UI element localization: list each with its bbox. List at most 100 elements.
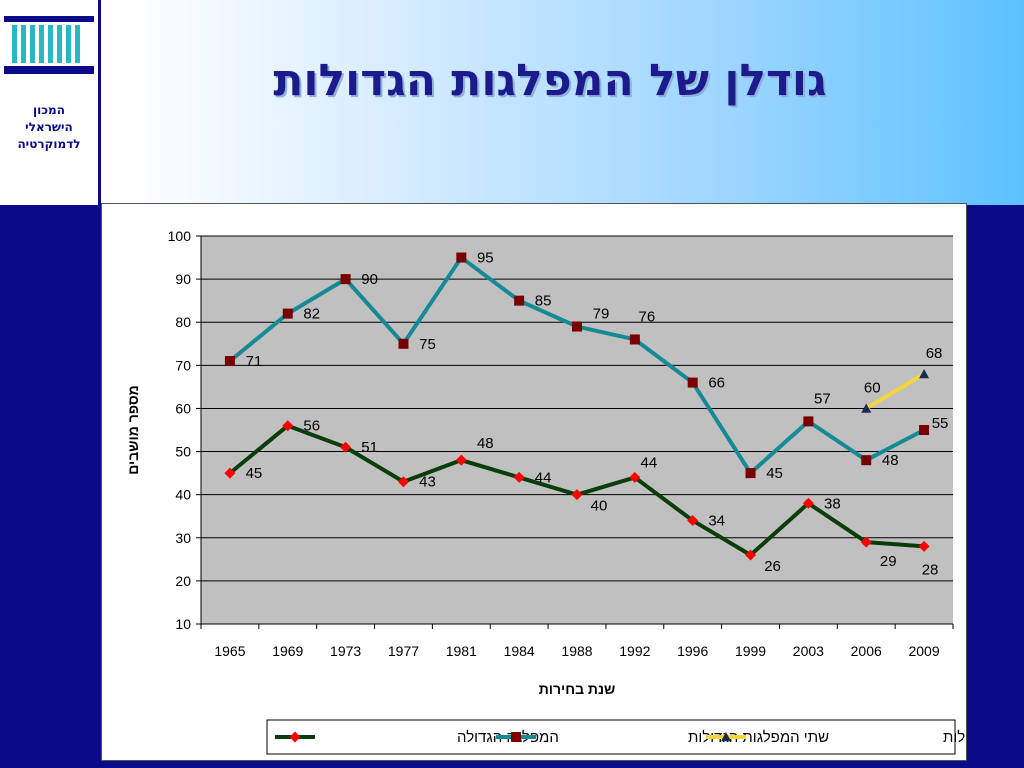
data-point [629, 334, 640, 345]
data-point [340, 274, 351, 285]
legend-label: שתי המפלגות הגדולות [688, 729, 829, 746]
data-point [456, 252, 467, 263]
line-chart: 10 20 30 40 50 60 70 80 90 100 1965 1969 1973 1977 198… [125, 228, 1024, 755]
logo-panel: המכון הישראלי לדמוקרטיה [0, 0, 101, 205]
y-tick-label: 10 [175, 616, 191, 632]
data-point [860, 536, 872, 548]
data-point [802, 497, 814, 509]
data-point [514, 295, 525, 306]
x-tick-label: 1981 [446, 643, 477, 659]
data-label: 29 [880, 553, 897, 570]
data-label: 95 [477, 250, 494, 267]
y-tick-label: 100 [168, 228, 192, 244]
data-label: 55 [932, 415, 949, 432]
data-label: 44 [535, 469, 552, 486]
logo-text: המכון הישראלי לדמוקרטיה [0, 102, 98, 153]
x-tick-label: 1984 [504, 643, 535, 659]
data-point [861, 403, 872, 413]
legend-swatch-marker [721, 732, 731, 742]
series-line-3 [865, 372, 926, 411]
x-tick-label: 2009 [908, 643, 939, 659]
data-point [224, 356, 235, 367]
data-label: 60 [864, 379, 881, 396]
data-label: 40 [591, 498, 608, 515]
data-label: 66 [708, 375, 725, 392]
chart-frame: 10 20 30 40 50 60 70 80 90 100 1965 1969 1973 1977 198… [101, 203, 1024, 761]
header-band [0, 0, 1024, 205]
data-label: 85 [535, 293, 552, 310]
legend-swatch-marker [289, 731, 301, 743]
y-tick-label: 70 [175, 357, 191, 373]
data-point [282, 308, 293, 319]
data-point [629, 471, 641, 483]
y-tick-label: 60 [175, 400, 191, 416]
data-label: 79 [593, 306, 610, 323]
y-tick-label: 90 [175, 271, 191, 287]
data-label: 48 [882, 452, 899, 469]
x-tick-label: 1992 [619, 643, 650, 659]
x-axis-label: שנת בחירות [539, 681, 616, 697]
data-point [340, 441, 352, 453]
data-label: 28 [922, 561, 939, 578]
data-label: 43 [419, 474, 436, 491]
data-point [455, 454, 467, 466]
y-axis-label: מספר מושבים [125, 385, 141, 475]
y-tick-label: 30 [175, 530, 191, 546]
x-tick-label: 1965 [214, 643, 245, 659]
data-label: 68 [926, 345, 943, 362]
data-point [571, 489, 583, 501]
data-point [513, 471, 525, 483]
x-tick-label: 1973 [330, 643, 361, 659]
data-label: 48 [477, 435, 494, 452]
data-label: 38 [824, 495, 841, 512]
plot-area [201, 236, 953, 624]
x-tick-label: 1977 [388, 643, 419, 659]
logo-line-1: המכון [33, 103, 65, 117]
data-point [745, 549, 757, 561]
data-point [918, 540, 930, 552]
data-label: 82 [303, 306, 320, 323]
x-tick-label: 2003 [793, 643, 824, 659]
y-tick-label: 80 [175, 314, 191, 330]
building-columns-icon [4, 16, 94, 74]
y-tick-label: 50 [175, 444, 191, 460]
data-label: 44 [641, 454, 658, 471]
data-point [919, 368, 930, 379]
data-label: 45 [766, 465, 783, 482]
data-label: 90 [361, 271, 378, 288]
data-point [572, 321, 582, 332]
logo-line-2: הישראלי [25, 120, 73, 134]
x-tick-label: 2006 [851, 643, 882, 659]
y-tick-label: 20 [175, 573, 191, 589]
data-label: 75 [419, 336, 436, 353]
page-title: גודלן של המפלגות הגדולות [273, 55, 827, 106]
data-point [687, 377, 698, 388]
data-label: 71 [246, 353, 263, 370]
data-point [861, 455, 872, 466]
data-point [687, 515, 699, 527]
data-point [224, 467, 236, 479]
x-tick-label: 1996 [677, 643, 708, 659]
legend-swatch-marker [511, 732, 521, 742]
x-tick-label: 1999 [735, 643, 766, 659]
data-label: 26 [764, 558, 781, 575]
legend-label: שלוש המפלגות הגדולות [943, 729, 966, 746]
data-point [282, 420, 294, 432]
legend-box [266, 719, 956, 755]
data-label: 57 [814, 390, 831, 407]
data-point [397, 476, 409, 488]
x-tick-label: 1969 [272, 643, 303, 659]
data-point [803, 416, 814, 427]
data-label: 34 [708, 513, 725, 530]
data-point [745, 468, 756, 479]
data-label: 51 [361, 439, 378, 456]
data-label: 45 [246, 465, 263, 482]
data-label: 76 [639, 308, 656, 325]
data-point [398, 338, 409, 349]
logo-line-3: לדמוקרטיה [17, 137, 81, 151]
x-tick-label: 1988 [561, 643, 592, 659]
data-label: 56 [303, 418, 320, 435]
y-tick-label: 40 [175, 487, 191, 503]
data-point [919, 425, 930, 435]
